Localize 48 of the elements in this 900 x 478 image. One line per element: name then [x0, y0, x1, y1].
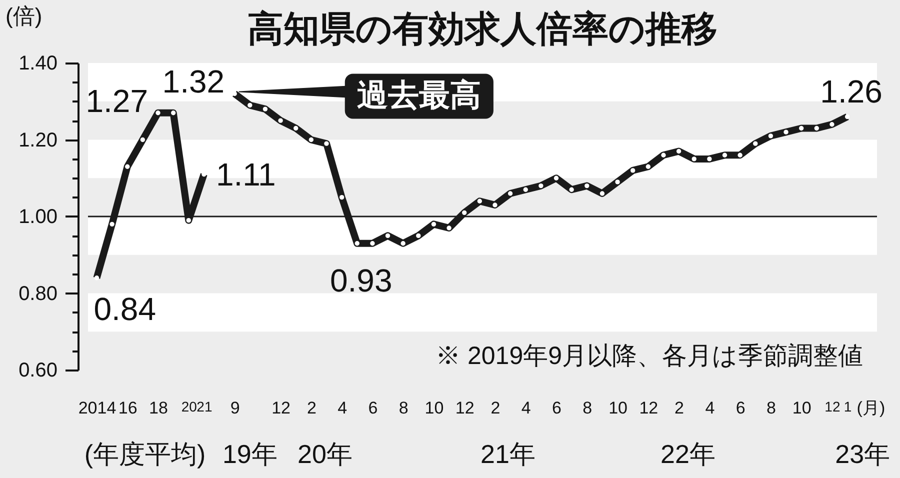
x-tick-label: 10	[424, 398, 444, 418]
text: 21年	[480, 439, 536, 469]
x-tick-label: 12	[639, 398, 658, 418]
x-tick-label: 2014	[78, 398, 116, 418]
x-tick-label: 2	[306, 398, 316, 418]
y-axis-title: (倍)	[6, 4, 42, 28]
data-label: 1.11	[216, 156, 276, 192]
x-tick-label: 8	[398, 398, 408, 418]
text: 23年	[835, 439, 890, 469]
x-tick-label: 12	[455, 398, 474, 418]
data-label: 0.93	[330, 262, 392, 298]
annotation: ※ 2019年9月以降、各月は季節調整値	[436, 342, 863, 370]
x-tick-label: 4	[338, 398, 348, 418]
y-tick-label: 0.80	[18, 282, 58, 305]
x-tick-label: 1	[844, 398, 852, 414]
x-tick-label: 6	[368, 398, 378, 418]
y-tick-label: 1.00	[18, 206, 58, 228]
x-tick-label: 10	[608, 398, 628, 418]
data-label: 0.84	[94, 290, 156, 327]
data-label: 1.32	[162, 64, 225, 100]
x-tick-label: 12	[824, 398, 840, 414]
x-tick-label: 6	[552, 398, 562, 418]
x-tick-label: 4	[521, 398, 531, 418]
x-tick-label: 6	[736, 398, 746, 418]
x-tick-label: 18	[149, 398, 168, 418]
x-tick-label: 10	[792, 398, 812, 418]
chart-title: 高知県の有効求人倍率の推移	[248, 8, 718, 49]
data-label: 1.27	[86, 82, 148, 119]
annotation: 過去最高	[357, 78, 482, 113]
text: 20年	[298, 439, 352, 469]
x-tick-label: 4	[705, 398, 715, 418]
x-tick-label: 12	[272, 398, 290, 418]
x-tick-label: 2	[674, 398, 684, 418]
x-tick-label: 8	[582, 398, 592, 418]
text: 19年	[222, 439, 278, 469]
y-tick-label: 1.40	[18, 52, 58, 74]
x-tick-label: 9	[230, 398, 240, 418]
x-tick-label: 20	[181, 398, 198, 414]
x-tick-label: 16	[118, 398, 138, 418]
y-tick-label: 1.20	[18, 129, 58, 152]
y-tick-label: 0.60	[18, 360, 58, 382]
x-axis-title: (月)	[856, 398, 886, 418]
text: (年度平均)	[84, 439, 206, 469]
x-tick-label: 2	[490, 398, 500, 418]
data-label: 1.26	[820, 74, 882, 110]
x-tick-label: 8	[766, 398, 776, 418]
x-tick-label: 21	[196, 398, 212, 414]
text: 22年	[660, 439, 716, 469]
